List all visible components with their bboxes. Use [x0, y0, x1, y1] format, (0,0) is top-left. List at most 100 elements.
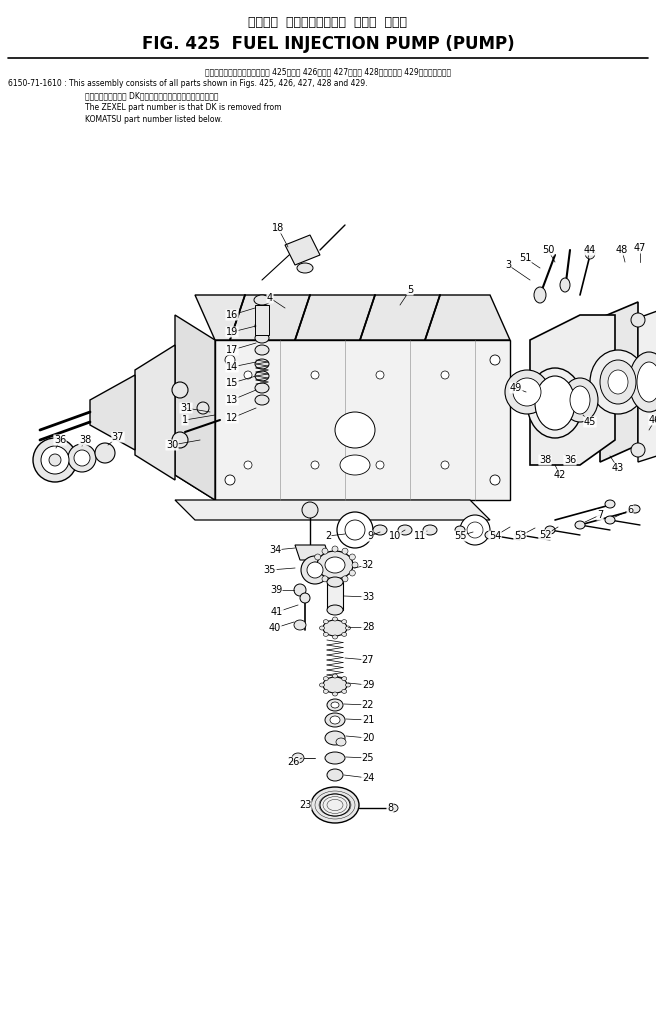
Text: 30: 30 — [166, 440, 178, 450]
Text: 45: 45 — [584, 417, 596, 427]
Polygon shape — [175, 475, 510, 500]
Ellipse shape — [244, 461, 252, 469]
Ellipse shape — [323, 677, 347, 693]
Ellipse shape — [376, 371, 384, 379]
Text: 15: 15 — [226, 378, 238, 388]
Text: 46: 46 — [649, 415, 656, 425]
Ellipse shape — [332, 546, 338, 552]
Polygon shape — [90, 375, 135, 450]
Ellipse shape — [342, 620, 346, 624]
Ellipse shape — [68, 444, 96, 472]
Text: 35: 35 — [264, 565, 276, 575]
Ellipse shape — [302, 502, 318, 518]
Text: 7: 7 — [597, 510, 603, 520]
Ellipse shape — [340, 455, 370, 475]
Ellipse shape — [297, 263, 313, 273]
Polygon shape — [175, 500, 490, 520]
Ellipse shape — [560, 278, 570, 292]
Text: 18: 18 — [272, 223, 284, 233]
Text: 16: 16 — [226, 310, 238, 320]
Text: 17: 17 — [226, 345, 238, 355]
Text: FIG. 425  FUEL INJECTION PUMP (PUMP): FIG. 425 FUEL INJECTION PUMP (PUMP) — [142, 35, 514, 53]
Text: 34: 34 — [269, 545, 281, 555]
Text: The ZEXEL part number is that DK is removed from: The ZEXEL part number is that DK is remo… — [85, 103, 281, 113]
Text: 37: 37 — [112, 432, 124, 442]
Ellipse shape — [590, 350, 646, 414]
Ellipse shape — [255, 345, 269, 355]
Ellipse shape — [333, 692, 337, 696]
Ellipse shape — [342, 576, 348, 582]
Text: 6: 6 — [627, 505, 633, 515]
Ellipse shape — [605, 516, 615, 524]
Ellipse shape — [346, 626, 350, 630]
Polygon shape — [175, 315, 215, 500]
Ellipse shape — [585, 247, 595, 259]
Text: 8: 8 — [387, 803, 393, 813]
Ellipse shape — [605, 500, 615, 508]
Text: 36: 36 — [564, 455, 576, 465]
Ellipse shape — [255, 359, 269, 369]
Text: 14: 14 — [226, 362, 238, 372]
Ellipse shape — [535, 376, 575, 430]
Ellipse shape — [315, 570, 321, 576]
Ellipse shape — [323, 690, 328, 694]
Text: 52: 52 — [539, 530, 551, 540]
Ellipse shape — [300, 593, 310, 603]
Ellipse shape — [294, 620, 306, 630]
Text: 48: 48 — [616, 245, 628, 255]
Ellipse shape — [485, 531, 495, 539]
Ellipse shape — [332, 578, 338, 584]
Ellipse shape — [545, 526, 555, 534]
Ellipse shape — [292, 753, 304, 763]
Ellipse shape — [331, 702, 339, 708]
Bar — [327, 582, 343, 610]
Ellipse shape — [467, 522, 483, 538]
Ellipse shape — [346, 683, 350, 687]
Ellipse shape — [350, 570, 356, 576]
Text: KOMATSU part number listed below.: KOMATSU part number listed below. — [85, 116, 222, 125]
Text: 49: 49 — [510, 383, 522, 393]
Ellipse shape — [311, 461, 319, 469]
Text: 27: 27 — [361, 655, 375, 665]
Ellipse shape — [608, 370, 628, 394]
Ellipse shape — [255, 321, 269, 331]
Polygon shape — [215, 340, 510, 500]
Text: 36: 36 — [54, 435, 66, 445]
Text: 6150-71-1610 : This assembly consists of all parts shown in Figs. 425, 426, 427,: 6150-71-1610 : This assembly consists of… — [8, 79, 367, 88]
Text: 28: 28 — [362, 622, 374, 632]
Ellipse shape — [575, 521, 585, 529]
Ellipse shape — [41, 446, 69, 474]
Ellipse shape — [376, 461, 384, 469]
Ellipse shape — [74, 450, 90, 466]
Text: 3: 3 — [505, 260, 511, 270]
Ellipse shape — [342, 633, 346, 637]
Ellipse shape — [423, 525, 437, 535]
Ellipse shape — [337, 512, 373, 548]
Text: 44: 44 — [584, 245, 596, 255]
Polygon shape — [638, 310, 656, 462]
Polygon shape — [600, 302, 638, 462]
Text: 13: 13 — [226, 395, 238, 405]
Ellipse shape — [244, 371, 252, 379]
Polygon shape — [530, 315, 615, 465]
Ellipse shape — [294, 584, 306, 596]
Ellipse shape — [301, 556, 329, 584]
Ellipse shape — [322, 549, 328, 554]
Ellipse shape — [505, 370, 549, 414]
Polygon shape — [195, 295, 510, 340]
Ellipse shape — [637, 362, 656, 402]
Ellipse shape — [342, 549, 348, 554]
Ellipse shape — [319, 683, 325, 687]
Ellipse shape — [629, 352, 656, 412]
Text: 20: 20 — [362, 733, 374, 743]
Ellipse shape — [323, 676, 328, 680]
Text: 1: 1 — [182, 415, 188, 425]
Text: 22: 22 — [361, 700, 375, 710]
Ellipse shape — [333, 617, 337, 621]
Ellipse shape — [172, 432, 188, 448]
Ellipse shape — [631, 443, 645, 457]
Text: 19: 19 — [226, 327, 238, 337]
Polygon shape — [295, 545, 330, 560]
Ellipse shape — [317, 551, 353, 579]
Ellipse shape — [325, 752, 345, 764]
